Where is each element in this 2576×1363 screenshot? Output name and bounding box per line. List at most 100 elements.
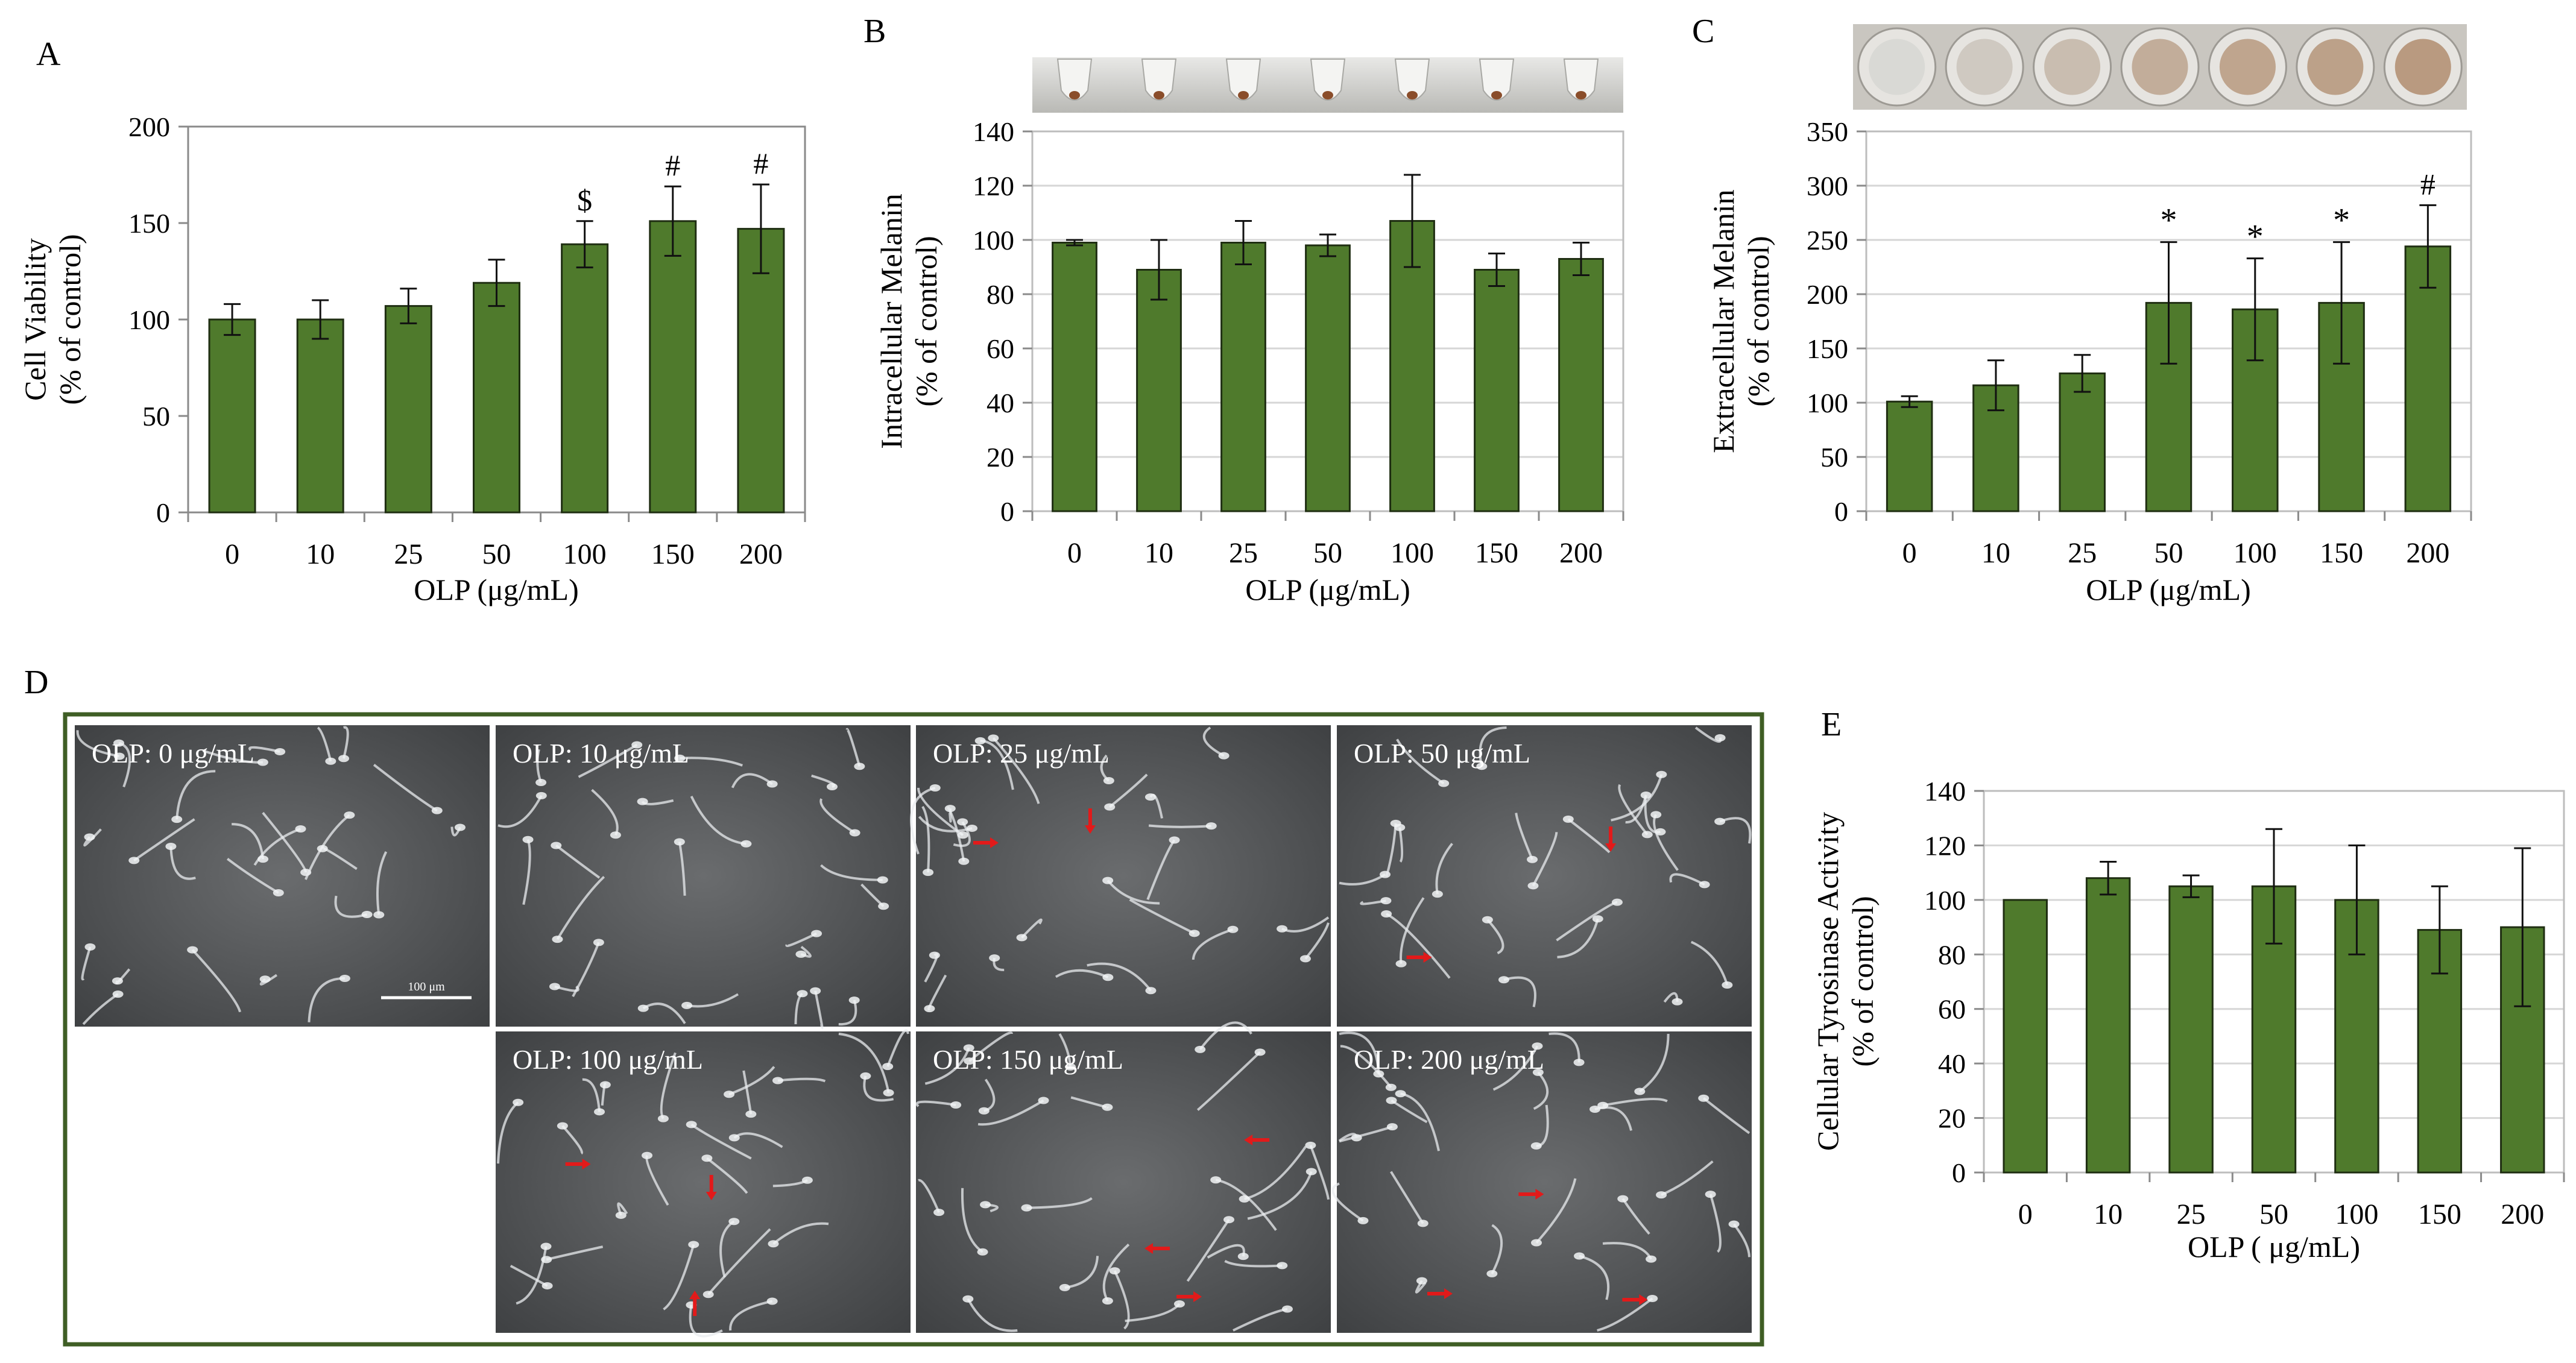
- micrograph-image: [916, 725, 1331, 1027]
- cell-body: [1656, 1191, 1667, 1199]
- cell-process: [572, 942, 600, 998]
- bar: [2404, 245, 2452, 512]
- cell-process: [376, 851, 388, 915]
- cell-process: [1732, 1223, 1750, 1258]
- cell-process: [728, 1066, 775, 1096]
- cell-body: [1498, 976, 1509, 984]
- x-tick-label: 200: [2501, 1198, 2544, 1230]
- y-tick-label: 0: [156, 497, 170, 528]
- cell-process: [1597, 1297, 1653, 1332]
- micrograph-label: OLP: 100 μg/mL: [513, 1044, 703, 1075]
- x-tick-label: 10: [306, 538, 335, 570]
- y-tick-label: 150: [128, 208, 170, 239]
- x-tick-label: 100: [563, 538, 607, 570]
- significance-marker: #: [2420, 167, 2436, 201]
- cell-body: [962, 1295, 974, 1303]
- cell-body: [1390, 819, 1401, 827]
- cell-body: [681, 1001, 693, 1009]
- cell-process: [1486, 919, 1504, 954]
- cell-process: [522, 839, 531, 905]
- x-axis-label: OLP ( μg/mL): [2188, 1230, 2360, 1264]
- cell-body: [923, 869, 934, 877]
- cell-process: [546, 1245, 604, 1261]
- cell-process: [977, 1099, 1044, 1126]
- x-tick-label: 150: [651, 538, 695, 570]
- cell-body: [860, 1072, 871, 1080]
- cell-body: [801, 1176, 813, 1184]
- cell-process: [845, 728, 861, 767]
- tube: [1056, 58, 1093, 101]
- cell-process: [191, 949, 241, 1013]
- cell-body: [1144, 793, 1156, 801]
- cell-body: [728, 1134, 740, 1142]
- cell-body: [1530, 1239, 1542, 1247]
- y-tick-label: 40: [987, 388, 1014, 418]
- cell-body: [1417, 1220, 1428, 1227]
- cell-process: [921, 805, 930, 873]
- cell-process: [690, 796, 747, 845]
- cell-process: [1602, 1098, 1668, 1107]
- cell-body: [1386, 1123, 1398, 1131]
- cell-body: [1641, 831, 1653, 839]
- cell-process: [343, 726, 349, 759]
- cell-process: [1618, 784, 1649, 836]
- cell-process: [556, 876, 605, 940]
- well-medium: [1956, 39, 2013, 95]
- cell-body: [513, 1098, 524, 1106]
- y-axis-label: Cell Viability: [18, 238, 52, 401]
- cell-body: [549, 983, 560, 990]
- tube: [1563, 58, 1599, 101]
- cell-body: [740, 840, 752, 848]
- cell-body: [1016, 934, 1028, 942]
- cell-process: [1567, 818, 1611, 854]
- cell-body: [540, 1242, 552, 1250]
- cell-body: [1104, 803, 1116, 811]
- cell-body: [1532, 1042, 1543, 1050]
- cell-body: [854, 763, 865, 770]
- cell-body: [768, 1240, 779, 1248]
- cell-body: [1237, 1253, 1249, 1261]
- cell-process: [497, 1101, 519, 1164]
- red-arrow-head: [1244, 1135, 1253, 1145]
- cell-body: [1169, 836, 1180, 844]
- cell-process: [133, 818, 195, 861]
- bar: [1136, 269, 1182, 512]
- x-axis-label: OLP (μg/mL): [2086, 573, 2251, 606]
- red-arrow-head: [1639, 1294, 1648, 1305]
- cell-body: [1597, 1101, 1609, 1109]
- cell-process: [1579, 1254, 1610, 1300]
- cell-body: [1227, 925, 1239, 933]
- cell-process: [1064, 1256, 1099, 1289]
- tube: [1141, 58, 1177, 101]
- bar: [1052, 242, 1097, 512]
- cell-body: [112, 990, 124, 998]
- cell-process: [1661, 1160, 1714, 1196]
- bar: [649, 220, 697, 514]
- red-arrow-head: [1605, 843, 1617, 852]
- y-tick-label: 20: [987, 442, 1014, 473]
- cell-body: [113, 739, 125, 747]
- cell-body: [1299, 955, 1311, 963]
- cell-body: [599, 1081, 611, 1089]
- cell-body: [1102, 877, 1114, 884]
- cell-body: [701, 1154, 713, 1162]
- cell-process: [248, 746, 280, 753]
- y-tick-label: 0: [1834, 496, 1848, 527]
- y-tick-label: 50: [142, 401, 170, 432]
- cell-process: [1611, 774, 1663, 822]
- cell-body: [967, 824, 978, 832]
- y-tick-label: 80: [987, 279, 1014, 310]
- x-tick-label: 50: [1313, 537, 1342, 569]
- cell-body: [615, 1211, 627, 1219]
- cell-process: [729, 1300, 773, 1331]
- cell-process: [678, 842, 686, 896]
- cell-body: [1527, 855, 1538, 863]
- cell-process: [910, 787, 936, 855]
- y-tick-label: 200: [1807, 279, 1848, 310]
- micrograph: OLP: 0 μg/mL 100 μm: [75, 725, 490, 1027]
- cell-body: [1102, 1297, 1113, 1305]
- cell-body: [1589, 1106, 1600, 1113]
- y-tick-label: 200: [128, 112, 170, 142]
- cell-body: [551, 842, 562, 849]
- cell-body: [295, 825, 306, 833]
